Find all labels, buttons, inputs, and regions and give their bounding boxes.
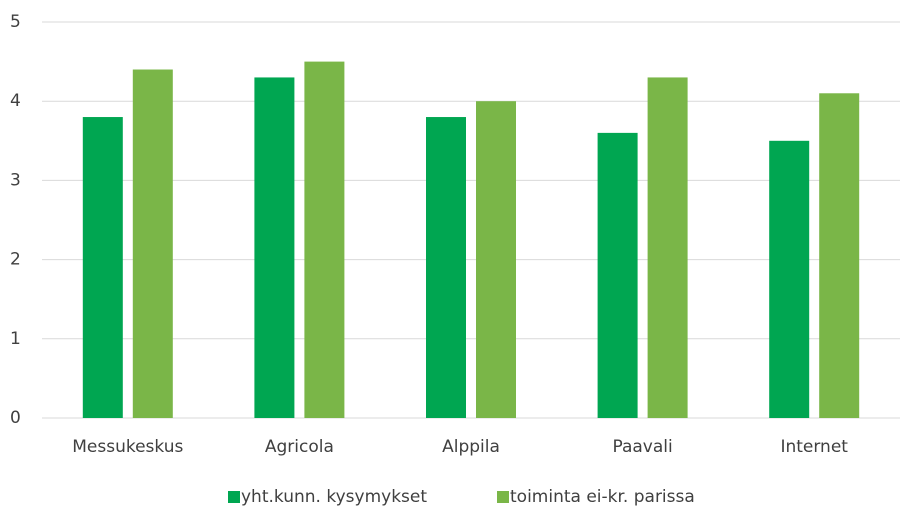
x-tick-label: Alppila [442,437,500,457]
bar [132,69,173,419]
x-tick-label: Paavali [612,437,672,457]
y-tick-label: 4 [10,91,21,111]
x-tick-label: Messukeskus [72,437,183,457]
y-tick-label: 3 [10,170,21,190]
y-tick-label: 2 [10,250,21,270]
y-tick-label: 1 [10,329,21,349]
x-tick-label: Agricola [265,437,334,457]
bar [819,93,860,418]
bar [254,77,295,418]
legend-swatch [228,491,240,503]
bar [426,117,466,418]
bar [476,101,516,418]
legend-swatch [497,491,509,503]
y-tick-label: 5 [10,12,21,32]
bar [769,140,810,419]
bar [647,77,688,418]
bar [82,117,123,418]
bar [304,61,345,418]
x-tick-label: Internet [780,437,848,457]
legend-label: yht.kunn. kysymykset [241,487,427,507]
bar [597,132,638,418]
y-tick-label: 0 [10,408,21,428]
legend-label: toiminta ei-kr. parissa [510,487,695,507]
